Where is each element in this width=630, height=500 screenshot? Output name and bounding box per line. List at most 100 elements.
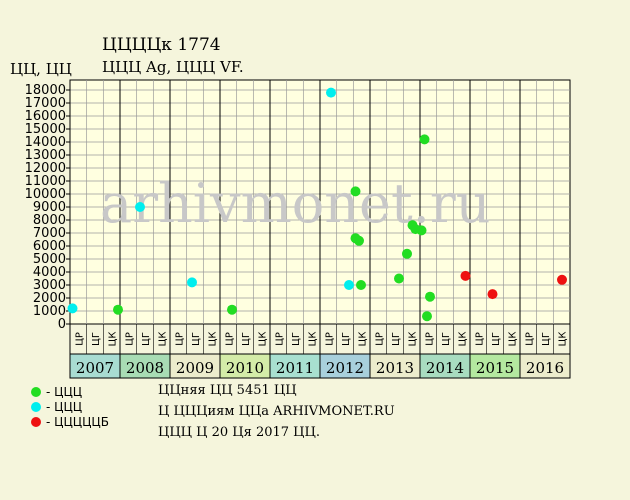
y-tick-label: 5000 bbox=[33, 252, 66, 267]
data-point bbox=[419, 134, 430, 145]
year-label: 2015 bbox=[476, 359, 514, 377]
data-point bbox=[425, 291, 435, 302]
chart-subtitle: ЦЦЦ Ag, ЦЦЦ VF. bbox=[102, 58, 244, 76]
year-cell bbox=[69, 353, 121, 379]
year-label: 2008 bbox=[126, 359, 164, 377]
year-cell bbox=[419, 353, 471, 379]
data-point bbox=[350, 186, 361, 197]
legend-marker-cyan bbox=[31, 402, 41, 412]
data-point bbox=[344, 280, 354, 290]
quarter-label: ЦГ bbox=[241, 332, 252, 346]
data-point bbox=[460, 270, 471, 281]
year-label: 2014 bbox=[426, 359, 464, 377]
y-tick-label: 1000 bbox=[33, 304, 66, 319]
quarter-label: ЦК bbox=[558, 332, 569, 347]
data-point bbox=[416, 225, 427, 236]
quarter-label: ЦР bbox=[74, 332, 85, 346]
data-point bbox=[67, 303, 78, 314]
y-axis-unit: ЦЦ, ЦЦ bbox=[10, 60, 72, 78]
quarter-label: ЦР bbox=[524, 332, 535, 346]
quarter-label: ЦК bbox=[308, 332, 319, 347]
info-block: ЦЦняя ЦЦ 5451 ЦЦ Ц ЦЦЦиям ЦЦа ARHIVMONET… bbox=[158, 383, 395, 440]
year-cell bbox=[119, 353, 171, 379]
quarter-label: ЦР bbox=[474, 332, 485, 346]
grid bbox=[69, 80, 570, 324]
y-tick-label: 10000 bbox=[25, 187, 66, 202]
quarter-label: ЦК bbox=[458, 332, 469, 347]
y-tick-label: 2000 bbox=[33, 291, 66, 306]
quarter-label: ЦР bbox=[374, 332, 385, 346]
y-tick-label: 18000 bbox=[25, 83, 66, 98]
legend-label-red: - ЦЦЦЦЦБ bbox=[46, 415, 109, 429]
data-point bbox=[187, 277, 197, 288]
quarter-label: ЦГ bbox=[141, 332, 152, 346]
year-label: 2012 bbox=[326, 359, 364, 377]
watermark: arhivmonet.ru bbox=[100, 172, 490, 235]
x-axis: 2007 ЦР ЦГ ЦК 2008 ЦР ЦГ ЦК 2009 ЦР ЦГ ЦК 2010 ЦР ЦГ ЦК… bbox=[69, 324, 571, 379]
info-line-source: Ц ЦЦЦиям ЦЦа ARHIVMONET.RU bbox=[158, 404, 395, 419]
y-tick-label: 8000 bbox=[33, 213, 66, 228]
y-tick-label: 17000 bbox=[25, 96, 66, 111]
quarter-label: ЦР bbox=[224, 332, 235, 346]
legend-marker-green bbox=[31, 387, 41, 397]
data-point bbox=[356, 280, 366, 290]
year-label: 2010 bbox=[226, 359, 264, 377]
year-label: 2011 bbox=[276, 359, 314, 377]
quarter-label: ЦР bbox=[424, 332, 435, 346]
y-tick-label: 12000 bbox=[25, 161, 66, 176]
year-label: 2009 bbox=[176, 359, 214, 377]
data-point bbox=[422, 311, 432, 322]
quarter-label: ЦГ bbox=[291, 332, 302, 346]
y-tick-label: 7000 bbox=[33, 226, 66, 241]
year-label: 2013 bbox=[376, 359, 414, 377]
quarter-label: ЦК bbox=[108, 332, 119, 347]
quarter-label: ЦГ bbox=[391, 332, 402, 346]
quarter-label: ЦК bbox=[408, 332, 419, 347]
year-label: 2016 bbox=[526, 359, 564, 377]
data-point bbox=[394, 273, 404, 284]
data-point bbox=[487, 289, 498, 300]
data-points bbox=[67, 87, 567, 322]
year-cell bbox=[219, 353, 271, 379]
year-label: 2007 bbox=[76, 359, 114, 377]
y-tick-label: 3000 bbox=[33, 278, 66, 293]
quarter-label: ЦК bbox=[208, 332, 219, 347]
quarter-label: ЦК bbox=[358, 332, 369, 347]
quarter-label: ЦГ bbox=[91, 332, 102, 346]
y-tick-label: 6000 bbox=[33, 239, 66, 254]
chart-title: ЦЦЦЦк 1774 bbox=[102, 35, 221, 55]
data-point bbox=[227, 304, 237, 315]
y-axis: 0100020003000400050006000700080009000100… bbox=[25, 83, 70, 332]
y-tick-label: 13000 bbox=[25, 148, 66, 163]
quarter-label: ЦР bbox=[124, 332, 135, 346]
y-tick-label: 4000 bbox=[33, 265, 66, 280]
quarter-label: ЦР bbox=[174, 332, 185, 346]
data-point bbox=[113, 304, 123, 315]
data-point bbox=[326, 87, 336, 98]
y-tick-label: 11000 bbox=[25, 174, 66, 189]
quarter-label: ЦГ bbox=[441, 332, 452, 346]
y-tick-label: 16000 bbox=[25, 109, 66, 124]
quarter-label: ЦР bbox=[274, 332, 285, 346]
quarter-label: ЦК bbox=[258, 332, 269, 347]
quarter-label: ЦК bbox=[158, 332, 169, 347]
quarter-label: ЦГ bbox=[491, 332, 502, 346]
data-point bbox=[135, 202, 145, 212]
y-tick-label: 14000 bbox=[25, 135, 66, 150]
legend: - ЦЦЦ - ЦЦЦ - ЦЦЦЦЦБ bbox=[31, 385, 109, 429]
info-line-average: ЦЦняя ЦЦ 5451 ЦЦ bbox=[158, 383, 297, 398]
quarter-label: ЦР bbox=[324, 332, 335, 346]
quarter-label: ЦГ bbox=[341, 332, 352, 346]
y-tick-label: 15000 bbox=[25, 122, 66, 137]
quarter-label: ЦК bbox=[508, 332, 519, 347]
legend-label-cyan: - ЦЦЦ bbox=[46, 400, 82, 414]
legend-label-green: - ЦЦЦ bbox=[46, 385, 82, 399]
y-tick-label: 9000 bbox=[33, 200, 66, 215]
data-point bbox=[557, 274, 567, 285]
data-point bbox=[402, 248, 412, 259]
y-tick-label: 0 bbox=[58, 317, 66, 332]
info-line-date: ЦЦЦ Ц 20 Ця 2017 ЦЦ. bbox=[158, 425, 320, 440]
data-point bbox=[354, 235, 364, 246]
legend-marker-red bbox=[31, 417, 41, 427]
